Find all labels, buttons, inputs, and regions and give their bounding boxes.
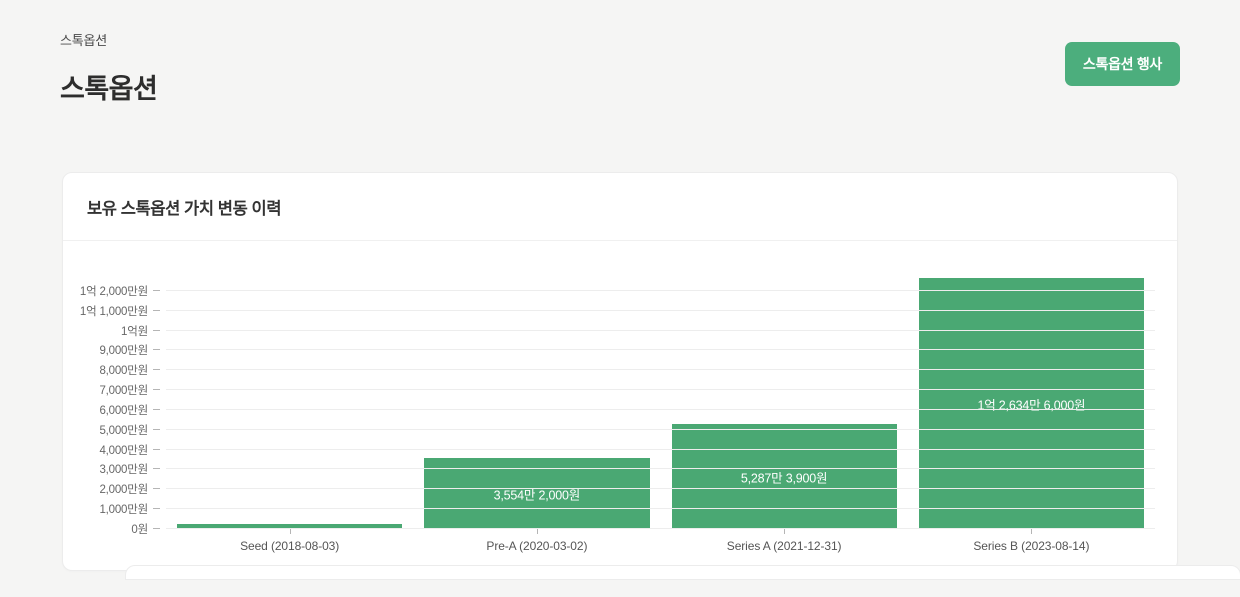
bar-value-label: 5,287만 3,900원: [740, 471, 828, 486]
bar-Pre-A (2020-03-02)[interactable]: 3,554만 2,000원: [424, 458, 650, 529]
y-axis-tick-mark: [153, 289, 160, 291]
gridline: [166, 389, 1155, 391]
stock-option-value-bar-chart: 0원 1,000만원 2,000만원 3,000만원 4,000만원 5,000만원 6,0…: [63, 271, 1155, 553]
x-axis-category-label: Seed (2018-08-03): [240, 539, 340, 553]
gridline: [166, 349, 1155, 351]
bar-value-label: 3,554만 2,000원: [493, 488, 581, 503]
y-axis-tick-label: 6,000만원: [99, 404, 148, 417]
y-axis-tick-mark: [153, 408, 160, 410]
gridline: [166, 448, 1155, 450]
stock-option-history-card: 보유 스톡옵션 가치 변동 이력 0원 1,000만원 2,000만원 3,000만원…: [62, 172, 1240, 580]
gridline: [166, 408, 1155, 410]
chart-band: 5,287만 3,900원 Series A (2021-12-31): [661, 271, 908, 553]
y-axis-tick-mark: [153, 528, 160, 529]
gridline: [166, 528, 1155, 529]
gridline: [166, 369, 1155, 371]
y-axis-tick-label: 7,000만원: [99, 385, 148, 398]
y-axis-tick-label: 2,000만원: [99, 484, 148, 497]
next-card-edge: [125, 565, 1240, 580]
chart-band: 3,554만 2,000원 Pre-A (2020-03-02): [413, 271, 660, 553]
y-axis-tick-label: 9,000만원: [99, 345, 148, 358]
y-axis-tick-label: 1,000만원: [99, 504, 148, 517]
x-axis-category-label: Pre-A (2020-03-02): [486, 539, 588, 553]
card-header: 보유 스톡옵션 가치 변동 이력: [63, 173, 1177, 241]
chart-band: 1억 2,634만 6,000원 Series B (2023-08-14): [908, 271, 1155, 553]
y-axis-tick-label: 1억원: [121, 325, 148, 338]
y-axis-tick-mark: [153, 448, 160, 450]
gridline: [166, 289, 1155, 291]
y-axis-tick-label: 1억 1,000만원: [79, 305, 148, 318]
gridline: [166, 508, 1155, 510]
bar-Seed (2018-08-03)[interactable]: [177, 524, 403, 529]
y-axis-tick-label: 3,000만원: [99, 464, 148, 477]
card-title: 보유 스톡옵션 가치 변동 이력: [87, 199, 282, 218]
exercise-stock-option-button[interactable]: 스톡옵션 행사: [1064, 42, 1180, 86]
y-axis-tick-mark: [153, 428, 160, 430]
gridline: [166, 329, 1155, 331]
y-axis-tick-mark: [153, 508, 160, 510]
page-title: 스톡옵션: [60, 74, 158, 104]
x-axis-tick-mark: [784, 529, 786, 534]
breadcrumb: 스톡옵션: [60, 33, 108, 48]
y-axis-tick-mark: [153, 309, 160, 311]
chart-band: Seed (2018-08-03): [166, 271, 413, 553]
bar-Series B (2023-08-14)[interactable]: 1억 2,634만 6,000원: [918, 278, 1144, 529]
y-axis-tick-label: 4,000만원: [99, 444, 148, 457]
y-axis-tick-label: 0원: [131, 524, 148, 536]
y-axis-tick-label: 1억 2,000만원: [79, 285, 148, 298]
x-axis-category-label: Series B (2023-08-14): [973, 539, 1090, 553]
y-axis-tick-mark: [153, 349, 160, 351]
gridline: [166, 468, 1155, 470]
chart-bands: Seed (2018-08-03) 3,554만 2,000원 Pre-A (202…: [166, 271, 1155, 553]
chart-plot-area: Seed (2018-08-03) 3,554만 2,000원 Pre-A (202…: [166, 271, 1155, 553]
y-axis-tick-label: 5,000만원: [99, 424, 148, 437]
x-axis-tick-mark: [289, 529, 291, 534]
bar-Series A (2021-12-31)[interactable]: 5,287만 3,900원: [671, 424, 897, 529]
y-axis-tick-mark: [153, 369, 160, 371]
x-axis-tick-mark: [536, 529, 538, 534]
y-axis-tick-label: 8,000만원: [99, 365, 148, 378]
y-axis-tick-mark: [153, 389, 160, 391]
y-axis-tick-mark: [153, 468, 160, 470]
gridline: [166, 309, 1155, 311]
x-axis-tick-mark: [1031, 529, 1033, 534]
y-axis-tick-mark: [153, 488, 160, 490]
gridline: [166, 428, 1155, 430]
bar-value-label: 1억 2,634만 6,000원: [977, 398, 1086, 413]
gridline: [166, 488, 1155, 490]
x-axis-category-label: Series A (2021-12-31): [726, 539, 842, 553]
chart-y-axis: 0원 1,000만원 2,000만원 3,000만원 4,000만원 5,000만원 6,0…: [63, 271, 166, 536]
page-header: 스톡옵션 스톡옵션 스톡옵션 행사: [0, 0, 1240, 106]
y-axis-tick-mark: [153, 329, 160, 331]
